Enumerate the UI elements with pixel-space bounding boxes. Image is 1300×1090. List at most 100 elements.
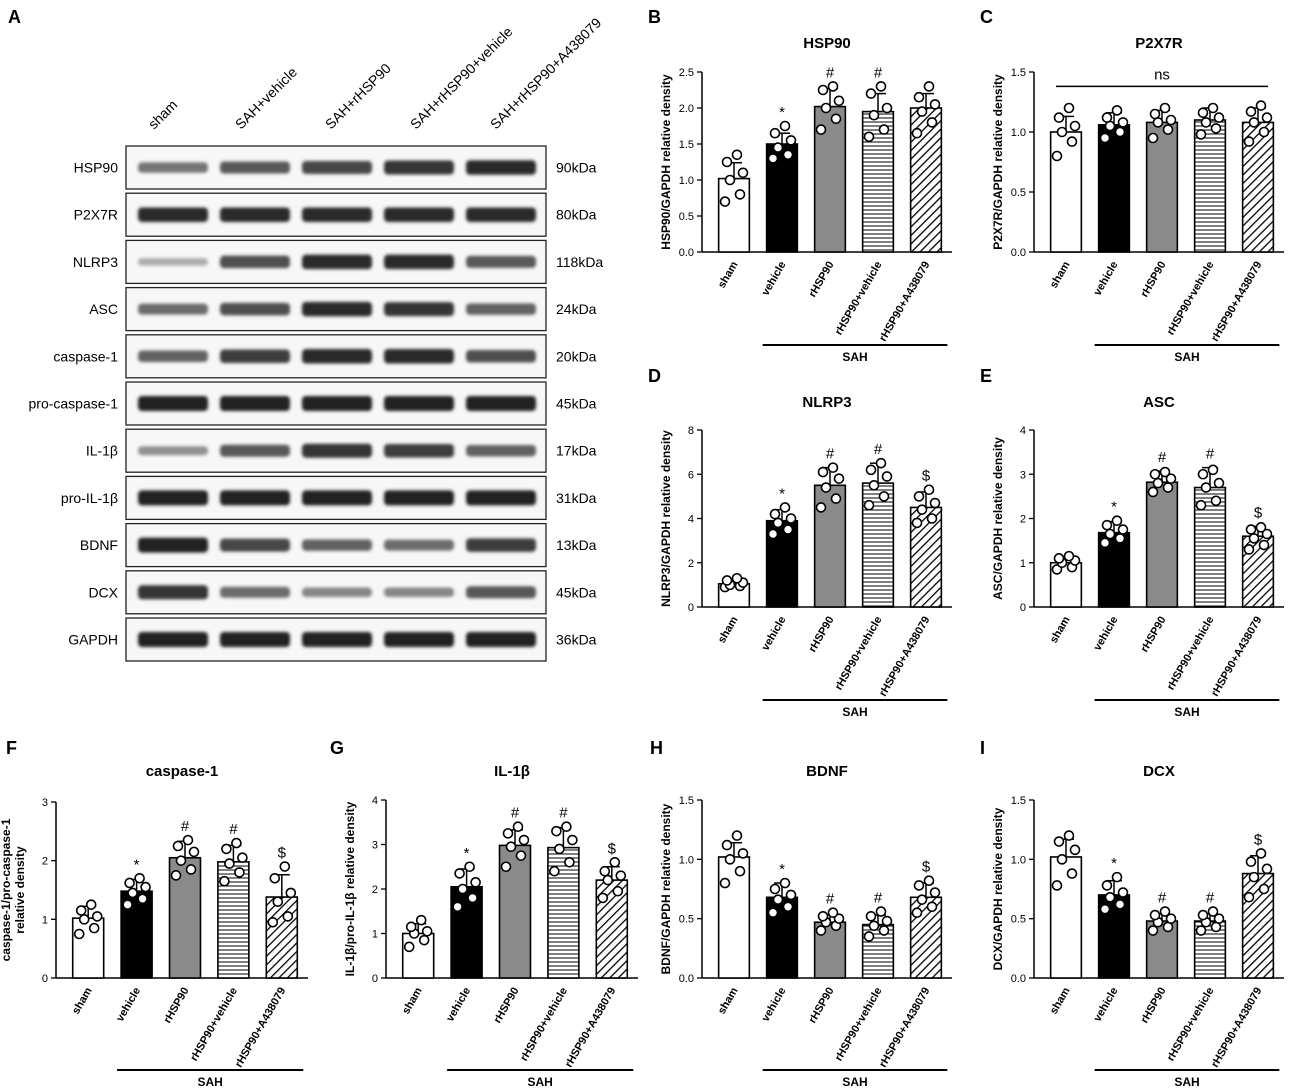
panel-label: E [980, 366, 992, 386]
band [466, 586, 536, 599]
band [138, 303, 208, 315]
data-point [1149, 468, 1161, 480]
data-point [1111, 105, 1123, 116]
data-point [1255, 100, 1267, 111]
band [220, 302, 290, 316]
data-point [1159, 906, 1171, 917]
data-point [231, 837, 242, 849]
data-point [1111, 871, 1123, 883]
y-axis-label: relative density [13, 846, 27, 934]
data-point [1056, 126, 1068, 138]
category-label: rHSP90 [1139, 260, 1169, 300]
significance-mark: # [874, 64, 883, 81]
lane-label: SAH+rHSP90 [322, 60, 394, 132]
data-point [865, 88, 877, 99]
data-point [597, 892, 609, 904]
data-point [1114, 533, 1126, 544]
protein-label: P2X7R [74, 207, 118, 223]
data-point [1200, 117, 1212, 128]
band [302, 443, 372, 458]
category-label: rHSP90+vehicle [1165, 615, 1217, 693]
data-point [234, 867, 245, 878]
blot-row: P2X7R 80kDa [74, 192, 597, 237]
data-point [1255, 848, 1267, 859]
protein-label: GAPDH [68, 632, 118, 648]
category-label: rHSP90 [807, 615, 837, 655]
data-point [1147, 486, 1159, 498]
data-point [767, 528, 779, 540]
chart-h: H BDNF BDNF/GAPDH relative density 0.0 0.5 1.… [650, 738, 952, 1089]
significance-mark: * [1111, 499, 1117, 516]
data-point [1069, 120, 1081, 132]
data-point [767, 907, 779, 919]
group-label: SAH [1174, 705, 1199, 719]
data-point [865, 464, 877, 476]
data-point [403, 941, 415, 953]
data-point [1165, 473, 1177, 484]
data-point [769, 883, 781, 895]
y-tick-label: 0.5 [1011, 187, 1026, 199]
chart-g: G IL-1β IL-1β/pro-IL-1β relative density 0 1… [330, 738, 638, 1089]
y-tick-label: 1.5 [1011, 67, 1026, 79]
y-tick-label: 1.5 [679, 795, 694, 807]
category-label: rHSP90 [162, 986, 192, 1026]
data-point [1210, 495, 1222, 507]
category-label: rHSP90+A438079 [877, 260, 933, 344]
significance-mark: * [134, 856, 140, 873]
data-point [785, 135, 797, 146]
blot-row: pro-IL-1β 31kDa [61, 475, 597, 521]
data-point [923, 484, 935, 496]
data-point [418, 934, 430, 946]
data-point [1245, 524, 1257, 535]
data-point [779, 877, 791, 889]
size-label: 24kDa [556, 301, 597, 317]
bar [1145, 481, 1179, 608]
data-point [282, 911, 294, 922]
category-label: rHSP90+vehicle [833, 986, 885, 1064]
significance-mark: # [826, 64, 835, 81]
data-point [769, 127, 781, 139]
y-tick-label: 2.0 [679, 103, 694, 115]
data-point [1149, 909, 1161, 921]
y-axis-label: caspase-1/pro-caspase-1 [0, 818, 13, 961]
band [138, 207, 208, 222]
data-point [415, 914, 427, 926]
band [466, 207, 536, 222]
band [138, 446, 208, 456]
data-point [500, 861, 512, 873]
bar [1097, 531, 1131, 608]
data-point [1213, 477, 1225, 489]
significance-mark: # [874, 890, 883, 907]
chart-e: E ASC ASC/GAPDH relative density 0 1 2 3 4 sham *… [980, 366, 1284, 719]
data-point [561, 821, 572, 833]
data-point [452, 901, 463, 913]
significance-mark: # [1206, 890, 1215, 907]
y-tick-label: 1.0 [679, 854, 694, 866]
category-label: sham [70, 985, 95, 1016]
data-point [1053, 553, 1065, 564]
y-tick-label: 1.5 [1011, 795, 1026, 807]
size-label: 118kDa [556, 254, 603, 270]
significance-mark: * [779, 485, 785, 502]
data-point [172, 840, 184, 852]
blot-row: ASC 24kDa [89, 286, 597, 332]
data-point [1117, 524, 1129, 535]
category-label: rHSP90+vehicle [188, 986, 240, 1064]
data-point [911, 127, 923, 139]
data-point [719, 877, 731, 889]
significance-mark: # [1158, 449, 1167, 466]
data-point [731, 572, 743, 584]
significance-mark: # [874, 441, 883, 458]
data-point [1101, 112, 1113, 123]
data-point [1099, 903, 1111, 915]
data-point [1117, 117, 1129, 128]
category-label: rHSP90+vehicle [833, 615, 885, 693]
data-point [78, 914, 90, 925]
data-point [75, 905, 87, 916]
bar [265, 896, 299, 979]
band [466, 255, 536, 268]
data-point [734, 865, 746, 877]
band [138, 585, 208, 600]
data-point [602, 874, 614, 886]
data-point [1213, 913, 1225, 924]
